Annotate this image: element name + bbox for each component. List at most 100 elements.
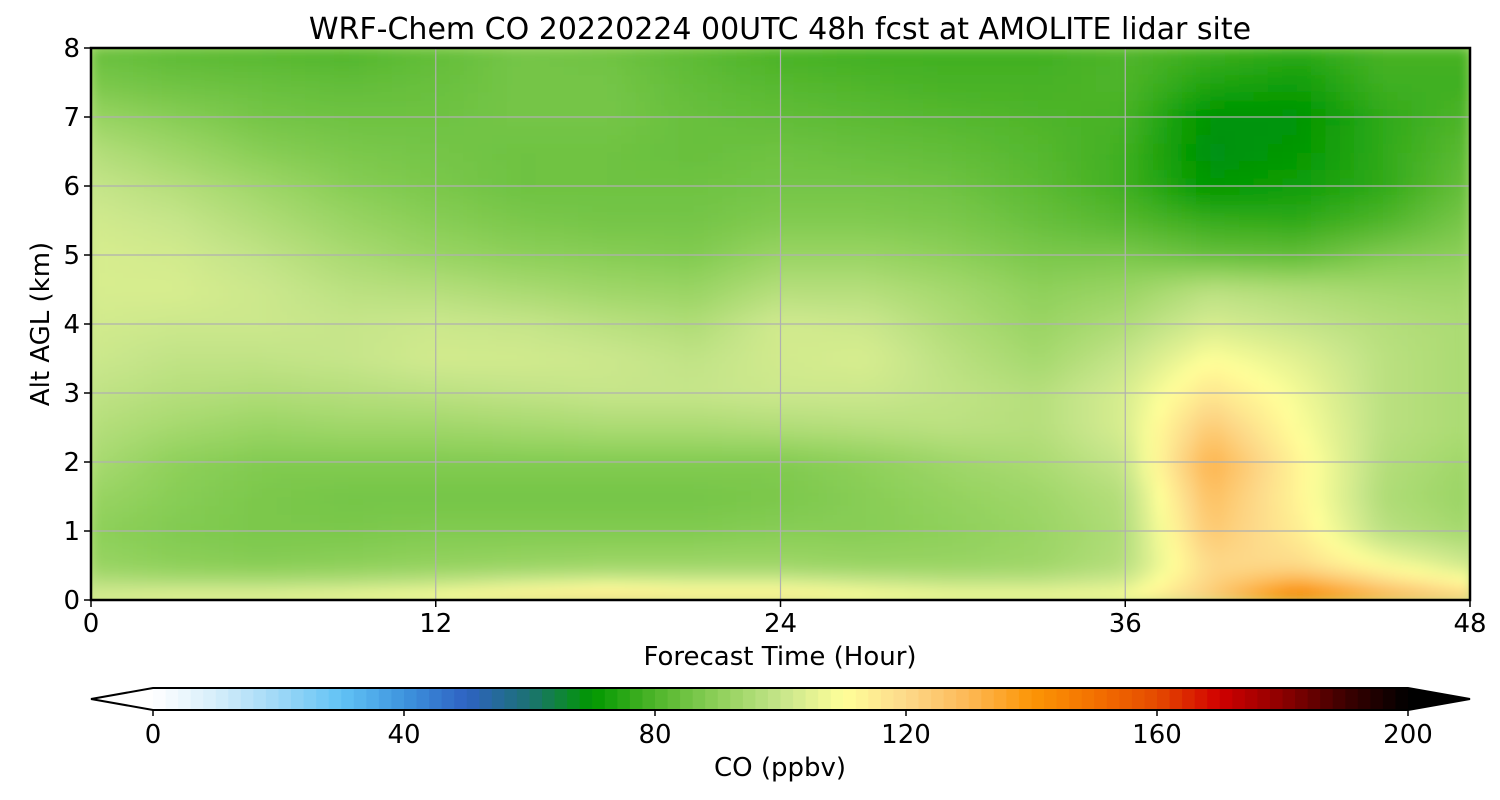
field-cell bbox=[362, 486, 380, 498]
field-cell bbox=[1081, 495, 1098, 507]
field-cell bbox=[1066, 314, 1084, 326]
field-cell bbox=[822, 366, 839, 377]
field-cell bbox=[750, 254, 768, 265]
field-cell bbox=[564, 417, 581, 429]
field-cell bbox=[1368, 409, 1385, 420]
field-cell bbox=[578, 210, 595, 222]
field-cell bbox=[1124, 443, 1141, 455]
field-cell bbox=[1152, 530, 1170, 541]
field-cell bbox=[722, 495, 739, 507]
field-cell bbox=[951, 150, 969, 162]
field-cell bbox=[377, 228, 394, 239]
field-cell bbox=[1038, 228, 1055, 239]
field-cell bbox=[1239, 564, 1256, 576]
field-cell bbox=[477, 357, 495, 369]
field-cell bbox=[908, 374, 926, 386]
field-cell bbox=[1354, 323, 1371, 334]
field-cell bbox=[1224, 176, 1242, 188]
field-cell bbox=[779, 288, 796, 300]
field-cell bbox=[1425, 573, 1443, 584]
field-cell bbox=[937, 185, 954, 196]
field-cell bbox=[1267, 254, 1285, 265]
field-cell bbox=[248, 435, 265, 446]
field-cell bbox=[520, 512, 538, 524]
field-cell bbox=[1382, 590, 1400, 600]
field-cell bbox=[1052, 176, 1069, 188]
field-cell bbox=[348, 400, 365, 412]
field-cell bbox=[851, 452, 868, 464]
field-cell bbox=[1038, 443, 1055, 455]
field-cell bbox=[492, 573, 509, 584]
field-cell bbox=[966, 435, 983, 446]
field-cell bbox=[248, 159, 265, 170]
field-cell bbox=[1224, 461, 1242, 472]
field-cell bbox=[133, 159, 150, 170]
field-cell bbox=[449, 348, 466, 360]
field-cell bbox=[233, 392, 251, 403]
field-cell bbox=[147, 555, 164, 567]
field-cell bbox=[1267, 581, 1285, 593]
field-cell bbox=[1368, 159, 1385, 170]
field-cell bbox=[1196, 409, 1213, 420]
field-cell bbox=[1440, 159, 1457, 170]
field-cell bbox=[1081, 383, 1098, 395]
field-cell bbox=[91, 366, 107, 377]
field-cell bbox=[966, 314, 983, 326]
field-cell bbox=[1354, 297, 1371, 308]
field-cell bbox=[1368, 297, 1385, 308]
field-cell bbox=[980, 176, 997, 188]
field-cell bbox=[836, 400, 854, 412]
field-cell bbox=[147, 590, 164, 600]
field-cell bbox=[1397, 228, 1414, 239]
field-cell bbox=[779, 159, 796, 170]
field-cell bbox=[1066, 176, 1084, 188]
field-cell bbox=[406, 443, 423, 455]
field-cell bbox=[908, 409, 926, 420]
field-cell bbox=[578, 417, 595, 429]
field-cell bbox=[176, 573, 193, 584]
field-cell bbox=[1023, 210, 1041, 222]
field-cell bbox=[1454, 262, 1470, 274]
field-cell bbox=[549, 159, 567, 170]
field-cell bbox=[219, 392, 236, 403]
field-cell bbox=[1454, 504, 1470, 515]
field-cell bbox=[765, 495, 782, 507]
field-cell bbox=[894, 185, 911, 196]
field-cell bbox=[549, 176, 567, 188]
field-cell bbox=[1282, 392, 1299, 403]
field-cell bbox=[1368, 271, 1385, 282]
field-cell bbox=[822, 478, 839, 489]
field-cell bbox=[477, 262, 495, 274]
field-cell bbox=[1296, 555, 1313, 567]
field-cell bbox=[722, 486, 739, 498]
field-cell bbox=[779, 573, 796, 584]
field-cell bbox=[1109, 383, 1127, 395]
field-cell bbox=[980, 564, 997, 576]
field-cell bbox=[1454, 297, 1470, 308]
field-cell bbox=[520, 374, 538, 386]
field-cell bbox=[305, 288, 322, 300]
field-cell bbox=[1253, 236, 1270, 248]
field-cell bbox=[1267, 202, 1285, 213]
field-cell bbox=[434, 478, 452, 489]
field-cell bbox=[1354, 279, 1371, 291]
field-cell bbox=[1052, 426, 1069, 438]
field-cell bbox=[664, 185, 681, 196]
field-cell bbox=[1440, 271, 1457, 282]
field-cell bbox=[1239, 590, 1256, 600]
field-cell bbox=[1138, 219, 1155, 231]
field-cell bbox=[147, 297, 164, 308]
field-cell bbox=[635, 486, 653, 498]
field-cell bbox=[233, 176, 251, 188]
field-cell bbox=[262, 417, 279, 429]
field-cell bbox=[607, 461, 624, 472]
field-cell bbox=[736, 469, 753, 481]
field-cell bbox=[391, 443, 409, 455]
field-cell bbox=[133, 486, 150, 498]
field-cell bbox=[276, 530, 294, 541]
field-cell bbox=[1325, 228, 1342, 239]
field-cell bbox=[836, 271, 854, 282]
field-cell bbox=[91, 495, 107, 507]
field-cell bbox=[664, 443, 681, 455]
field-cell bbox=[1325, 573, 1342, 584]
